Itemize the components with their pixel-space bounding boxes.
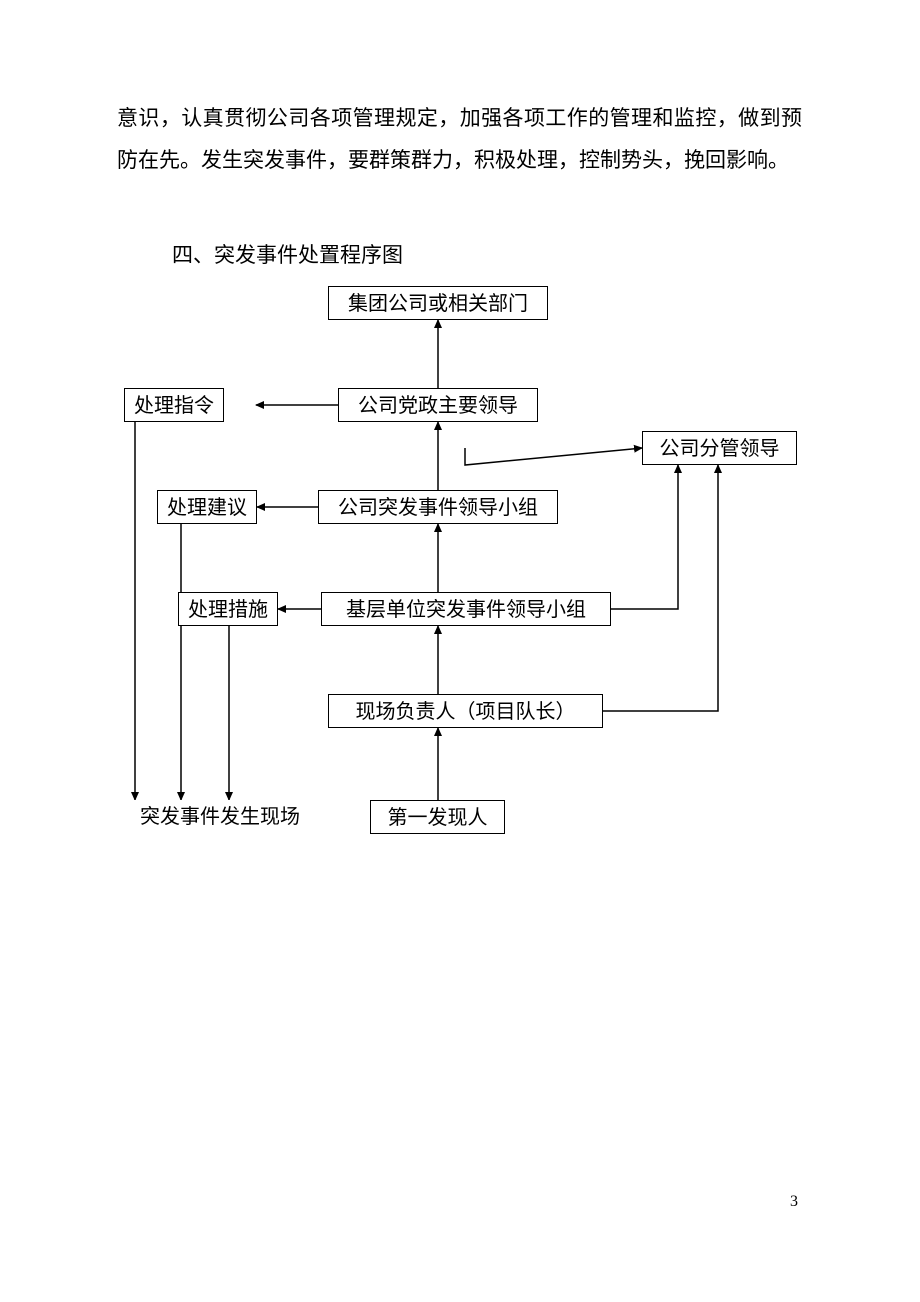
flowchart-edges bbox=[0, 0, 920, 1302]
flowchart-node-n_party: 公司党政主要领导 bbox=[338, 388, 538, 422]
page-number: 3 bbox=[790, 1193, 798, 1211]
flowchart-node-n_base: 基层单位突发事件领导小组 bbox=[321, 592, 611, 626]
body-paragraph: 意识，认真贯彻公司各项管理规定，加强各项工作的管理和监控，做到预防在先。发生突发… bbox=[117, 97, 802, 181]
page: 意识，认真贯彻公司各项管理规定，加强各项工作的管理和监控，做到预防在先。发生突发… bbox=[0, 0, 920, 1302]
flowchart-node-n_group: 集团公司或相关部门 bbox=[328, 286, 548, 320]
flowchart-node-n_sugg: 处理建议 bbox=[157, 490, 257, 524]
edge-3 bbox=[465, 448, 642, 465]
section-heading: 四、突发事件处置程序图 bbox=[172, 239, 403, 269]
flowchart-node-n_instr: 处理指令 bbox=[124, 388, 224, 422]
flowchart-node-n_cogrp: 公司突发事件领导小组 bbox=[318, 490, 558, 524]
flowchart-node-n_scene: 突发事件发生现场 bbox=[115, 800, 325, 834]
edge-10 bbox=[611, 465, 678, 609]
flowchart-node-n_branch: 公司分管领导 bbox=[642, 431, 797, 465]
edge-9 bbox=[603, 465, 718, 711]
flowchart-node-n_site: 现场负责人（项目队长） bbox=[328, 694, 603, 728]
flowchart-node-n_meas: 处理措施 bbox=[178, 592, 278, 626]
flowchart-node-n_first: 第一发现人 bbox=[370, 800, 505, 834]
